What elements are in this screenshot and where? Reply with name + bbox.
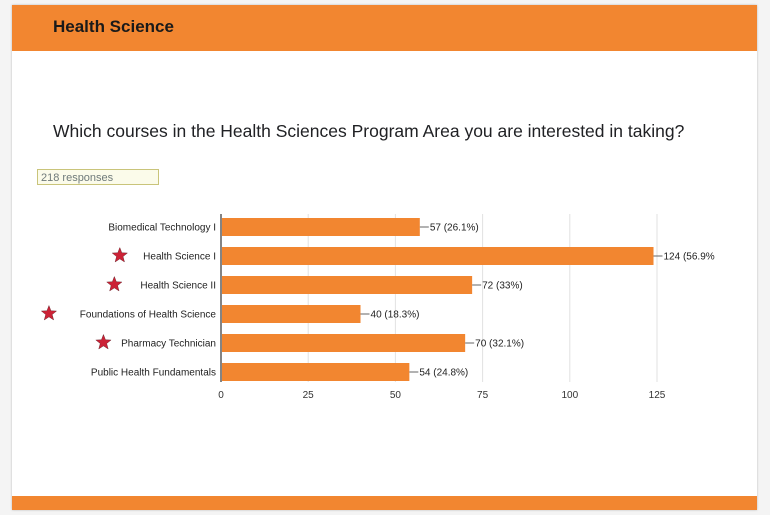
category-label: Health Science I xyxy=(143,252,216,263)
data-label: 40 (18.3%) xyxy=(371,310,420,321)
bar xyxy=(222,363,410,381)
data-label: 54 (24.8%) xyxy=(419,368,468,379)
data-label: 57 (26.1%) xyxy=(430,223,479,234)
response-count: 218 responses xyxy=(37,169,159,185)
bar xyxy=(222,218,420,236)
data-label: 124 (56.9% xyxy=(664,252,715,263)
section-title: Health Science xyxy=(53,17,174,36)
star-icon xyxy=(40,304,58,321)
category-label: Public Health Fundamentals xyxy=(91,368,216,379)
x-tick-label: 0 xyxy=(218,390,224,401)
category-label: Biomedical Technology I xyxy=(108,223,216,234)
bar xyxy=(222,334,466,352)
question-card: Health Science Which courses in the Heal… xyxy=(12,5,757,510)
section-footer xyxy=(12,496,757,510)
bar xyxy=(222,305,361,323)
star-icon xyxy=(111,246,128,263)
x-tick-label: 75 xyxy=(477,390,489,401)
star-icon xyxy=(95,333,112,350)
star-icon xyxy=(106,275,123,292)
bar xyxy=(222,276,473,294)
x-tick-label: 125 xyxy=(649,390,666,401)
category-label: Foundations of Health Science xyxy=(80,310,217,321)
data-label: 70 (32.1%) xyxy=(475,339,524,350)
x-tick-label: 50 xyxy=(390,390,402,401)
question-title: Which courses in the Health Sciences Pro… xyxy=(53,121,685,141)
data-label: 72 (33%) xyxy=(482,281,523,292)
category-label: Health Science II xyxy=(140,281,216,292)
x-tick-label: 100 xyxy=(561,390,578,401)
bar xyxy=(222,247,654,265)
section-header: Health Science xyxy=(12,5,757,51)
category-label: Pharmacy Technician xyxy=(121,339,216,350)
bar-chart: Biomedical Technology I 57 (26.1%) Health … xyxy=(40,214,715,401)
x-tick-label: 25 xyxy=(303,390,315,401)
